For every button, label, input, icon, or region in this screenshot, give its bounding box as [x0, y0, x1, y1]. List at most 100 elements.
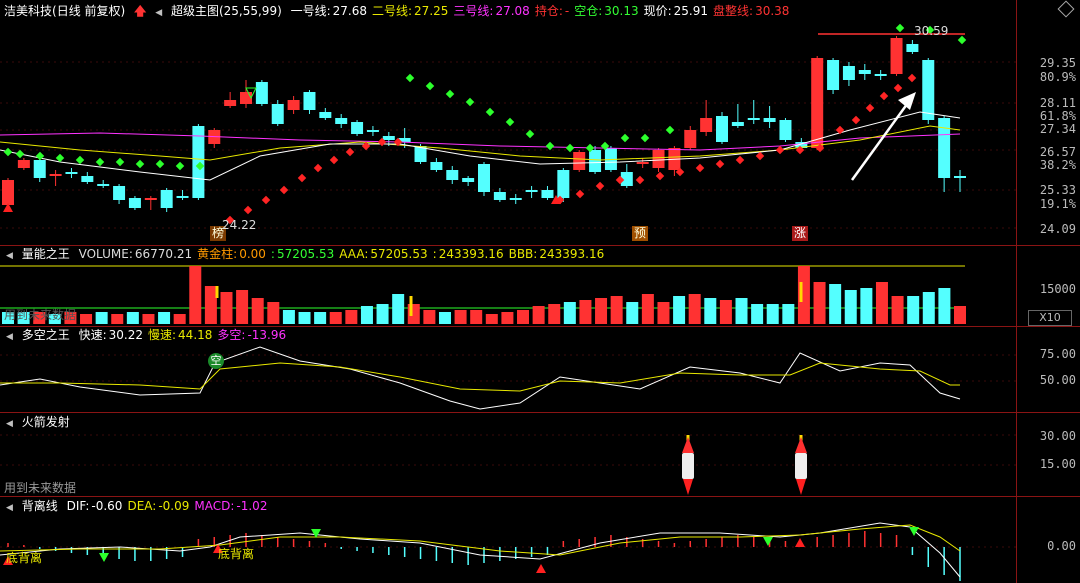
candle-body [763, 118, 776, 122]
volume-header: ◀ 量能之王 VOLUME: 66770.21 黄金柱: 0.00:57205.53 A… [0, 246, 614, 262]
volume-bar [2, 312, 14, 324]
rocket-pane[interactable]: ◀ 火箭发射 用到未来数据 30.00 15.00 [0, 413, 1080, 496]
volume-bar [17, 312, 30, 324]
duokong-item-label-2: 多空: [217, 328, 246, 342]
collapse-triangle-icon[interactable]: ◀ [6, 419, 13, 429]
volume-bar [673, 296, 686, 324]
buy-arrow-icon [213, 544, 223, 553]
collapse-triangle-icon[interactable]: ◀ [6, 251, 13, 261]
volume-bar [126, 312, 139, 324]
sell-arrow-icon [99, 553, 109, 562]
duokong-y-label-75: 75.00 [1039, 347, 1076, 361]
macd-item-label-2: MACD: [194, 499, 235, 513]
macd-y-label-0: 0.00 [1047, 539, 1076, 553]
volume-y-label: 15000 [1039, 282, 1076, 296]
sar-long-dot [297, 173, 307, 183]
golden-pillar [799, 282, 803, 302]
rocket-indicator-name[interactable]: 火箭发射 [21, 415, 70, 429]
scale-x10-button[interactable]: X10 [1028, 310, 1072, 326]
candle-body [224, 100, 237, 106]
trend-arrow [850, 99, 912, 181]
sar-short-dot [425, 81, 435, 91]
collapse-triangle-icon[interactable]: ◀ [6, 503, 13, 513]
collapse-triangle-icon[interactable]: ◀ [155, 8, 163, 18]
settings-diamond-icon[interactable] [1057, 0, 1075, 18]
volume-bar [891, 296, 904, 324]
macd-indicator-name[interactable]: 背离线 [21, 499, 58, 513]
rocket-signals [0, 434, 1016, 495]
duokong-item-value-0: 30.22 [108, 328, 143, 342]
volume-bar [64, 312, 77, 324]
sar-long-dot [393, 137, 403, 147]
sar-short-dot [195, 161, 205, 171]
volume-bar [80, 314, 93, 324]
main-line-label-1: 二号线: [372, 4, 413, 18]
volume-bar [33, 312, 46, 324]
sar-short-dot [35, 151, 45, 161]
candle-body [81, 176, 94, 182]
indicator-name[interactable]: 超级主图(25,55,99) [170, 4, 282, 18]
volume-bar [314, 312, 327, 324]
sar-long-dot [575, 189, 585, 199]
volume-bar [813, 282, 826, 324]
sar-long-dot [907, 73, 917, 83]
sell-arrow-icon [311, 529, 321, 538]
candle-body [240, 92, 252, 104]
main-y-label-1: 80.9% [1039, 70, 1076, 84]
duokong-item-label-0: 快速: [78, 328, 107, 342]
candle-body [176, 196, 189, 198]
volume-bar [626, 302, 639, 324]
volume-bar [48, 314, 61, 324]
sar-long-dot [715, 159, 725, 169]
low-price-label: 24.22 [222, 218, 257, 232]
buy-arrow-icon [3, 203, 13, 212]
volume-indicator-name[interactable]: 量能之王 [21, 247, 70, 261]
macd-item-label-0: DIF: [66, 499, 90, 513]
main-chart-pane[interactable]: 洁美科技(日线 前复权) 🡅 ◀ 超级主图(25,55,99) 一号线: 27.6… [0, 0, 1080, 245]
duokong-y-label-50: 50.00 [1039, 373, 1076, 387]
volume-bar [907, 296, 920, 324]
main-y-label-4: 27.34 [1039, 122, 1076, 136]
candle-body [779, 120, 792, 140]
volume-bar [751, 304, 764, 324]
volume-bar [704, 298, 717, 324]
main-line-label-0: 一号线: [290, 4, 331, 18]
rocket-nose [682, 437, 694, 453]
candle-body [97, 184, 110, 186]
sar-long-dot [879, 91, 889, 101]
macd-item-label-1: DEA: [127, 499, 157, 513]
rocket-flame [683, 479, 693, 495]
main-y-label-3: 61.8% [1039, 109, 1076, 123]
candle-body [573, 152, 586, 170]
sar-long-dot [377, 137, 387, 147]
sar-short-dot [155, 159, 165, 169]
volume-item-value-4: 243393.16 [438, 247, 504, 261]
candle-body [938, 118, 951, 178]
volume-bar [485, 314, 498, 324]
main-line-value-0: 27.68 [332, 4, 367, 18]
sar-short-dot [620, 133, 630, 143]
duokong-indicator-name[interactable]: 多空之王 [21, 328, 70, 342]
volume-item-label-4: : [432, 247, 437, 261]
collapse-triangle-icon[interactable]: ◀ [6, 332, 13, 342]
candle-body [922, 60, 935, 120]
candle-body [144, 198, 157, 200]
candle-body [874, 74, 887, 76]
volume-bar [142, 314, 155, 324]
rocket-y-label-30: 30.00 [1039, 429, 1076, 443]
duokong-pane[interactable]: ◀ 多空之王 快速: 30.22 慢速: 44.18 多空: -13.96 空 75.00… [0, 327, 1080, 412]
volume-pane[interactable]: ◀ 量能之王 VOLUME: 66770.21 黄金柱: 0.00:57205.53 A… [0, 246, 1080, 326]
candle-body [604, 148, 617, 170]
main-line-value-3: - [564, 4, 570, 18]
line-3 [0, 132, 961, 151]
sar-short-dot [640, 133, 650, 143]
sar-long-dot [735, 155, 745, 165]
candle-body [525, 190, 538, 192]
candle-body [65, 172, 78, 174]
volume-bar [548, 304, 561, 324]
macd-pane[interactable]: ◀ 背离线 DIF: -0.60 DEA: -0.09 MACD: -1.02 底背离 底… [0, 497, 1080, 583]
volume-bars [0, 265, 966, 324]
main-y-label-6: 38.2% [1039, 158, 1076, 172]
candle-body [842, 66, 855, 80]
volume-bar [922, 292, 935, 324]
